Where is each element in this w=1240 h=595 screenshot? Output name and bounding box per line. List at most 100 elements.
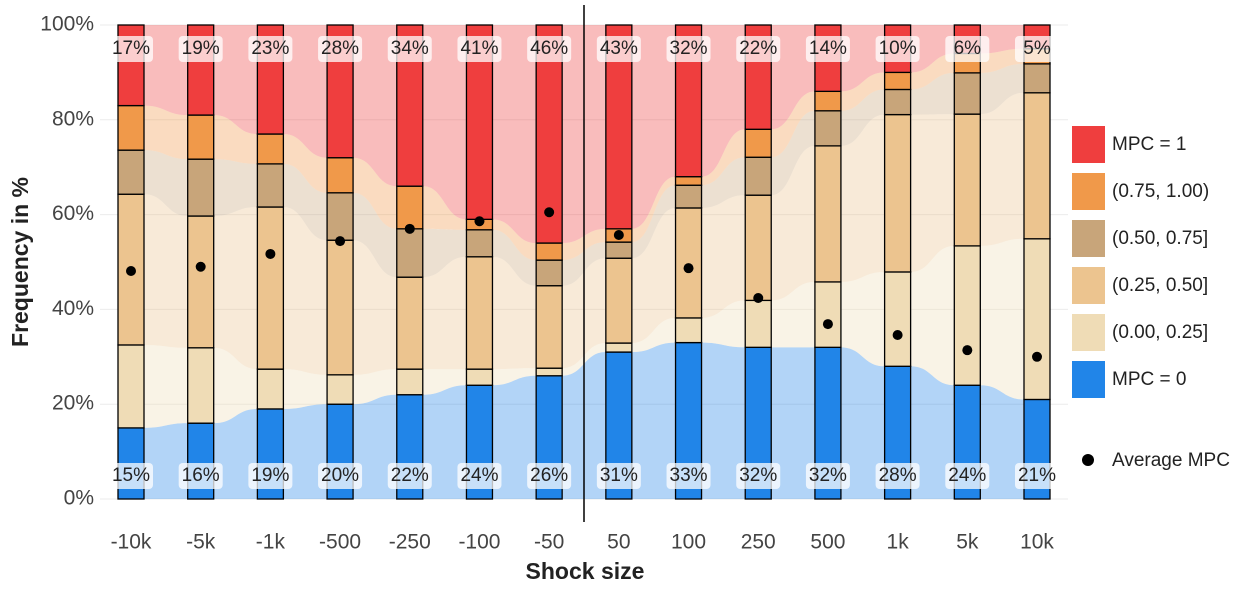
flow	[283, 207, 328, 375]
data-label: 14%	[809, 38, 847, 59]
bar-segment	[256, 368, 285, 410]
bar-segment	[535, 259, 563, 287]
y-tick-label: 80%	[52, 107, 94, 130]
bar-segment	[326, 157, 354, 194]
label-box	[387, 463, 432, 489]
legend-label: MPC = 1	[1112, 134, 1186, 155]
flow	[910, 25, 955, 73]
flow	[422, 186, 467, 230]
flow	[980, 92, 1024, 246]
y-axis-title: Frequency in %	[7, 177, 33, 347]
flow	[701, 157, 746, 208]
x-tick-label: 250	[741, 531, 776, 554]
bar-segment	[256, 206, 285, 370]
x-tick-label: -1k	[256, 531, 286, 554]
data-label: 17%	[112, 38, 150, 59]
x-tick-label: -500	[319, 531, 361, 554]
data-label: 16%	[182, 465, 220, 486]
bar-segment	[1023, 63, 1051, 94]
average-point	[335, 236, 346, 247]
average-point	[683, 263, 694, 274]
flow	[213, 159, 258, 217]
labels: 15% 16% 19% 20% 22% 24% 26% 31% 33% 32% 32% 28% 24% 2…	[109, 36, 1059, 489]
flow	[213, 347, 258, 424]
bar-segment	[187, 347, 215, 424]
label-box	[805, 36, 850, 62]
data-label: 22%	[739, 38, 777, 59]
data-label: 15%	[112, 465, 150, 486]
bar-segment	[814, 281, 842, 348]
label-box	[945, 36, 990, 62]
data-label: 24%	[948, 465, 986, 486]
bar-segment	[465, 256, 494, 370]
bar-segment	[465, 229, 494, 258]
bar-segment	[883, 271, 912, 367]
flow	[701, 195, 746, 318]
flow	[771, 91, 815, 158]
bar-segment	[953, 113, 981, 247]
x-tick-label: 1k	[887, 531, 910, 554]
data-label: 5%	[1023, 38, 1051, 59]
data-label: 20%	[321, 465, 359, 486]
data-label: 32%	[739, 465, 777, 486]
label-box	[178, 463, 223, 489]
flow	[283, 369, 328, 409]
flow	[840, 114, 885, 282]
bar-segment	[605, 241, 633, 259]
label-box	[387, 36, 432, 62]
flow	[283, 25, 328, 158]
data-label: 28%	[321, 38, 359, 59]
flow	[840, 89, 885, 146]
flow	[283, 134, 328, 193]
flow	[283, 404, 328, 499]
bar-segment	[674, 176, 703, 186]
flow	[492, 229, 537, 286]
data-label: 32%	[809, 465, 847, 486]
legend-swatch	[1072, 126, 1105, 163]
bar-segment	[326, 192, 354, 241]
flow	[353, 25, 397, 187]
flow	[771, 347, 815, 499]
label-box	[457, 463, 502, 489]
label-box	[875, 36, 920, 62]
bar-segment	[1023, 92, 1051, 240]
data-label: 33%	[670, 465, 708, 486]
bar-segment	[605, 342, 633, 353]
flow	[422, 25, 467, 220]
flow	[910, 53, 955, 90]
x-tick-label: 50	[607, 531, 630, 554]
average-point	[544, 207, 555, 218]
bar-segment	[674, 184, 703, 209]
bar-segment	[883, 88, 912, 116]
flow	[631, 25, 676, 229]
flow	[353, 369, 397, 405]
bar-segment	[396, 185, 424, 230]
flow	[422, 369, 467, 395]
legend-swatch	[1072, 267, 1105, 304]
flow	[980, 385, 1024, 499]
flow	[492, 25, 537, 244]
data-label: 6%	[954, 38, 982, 59]
bar-segment	[256, 133, 285, 165]
average-point	[195, 261, 206, 272]
legend-label: Average MPC	[1112, 450, 1230, 471]
flow	[771, 25, 815, 130]
x-tick-label: 5k	[956, 531, 979, 554]
bar-segment	[326, 239, 354, 376]
bar-segment	[396, 368, 424, 396]
bar-segment	[1023, 238, 1051, 401]
label-box	[178, 36, 223, 62]
label-box	[1015, 463, 1059, 489]
bar-segment	[674, 317, 703, 344]
data-label: 31%	[600, 465, 638, 486]
flow	[910, 114, 955, 272]
flow	[631, 207, 676, 344]
legend-label: (0.75, 1.00)	[1112, 181, 1209, 202]
bar-segment	[674, 207, 703, 319]
data-label: 46%	[530, 38, 568, 59]
data-label: 32%	[670, 38, 708, 59]
x-tick-label: -250	[389, 531, 431, 554]
y-tick-label: 60%	[52, 202, 94, 225]
bar-segment	[814, 110, 842, 147]
